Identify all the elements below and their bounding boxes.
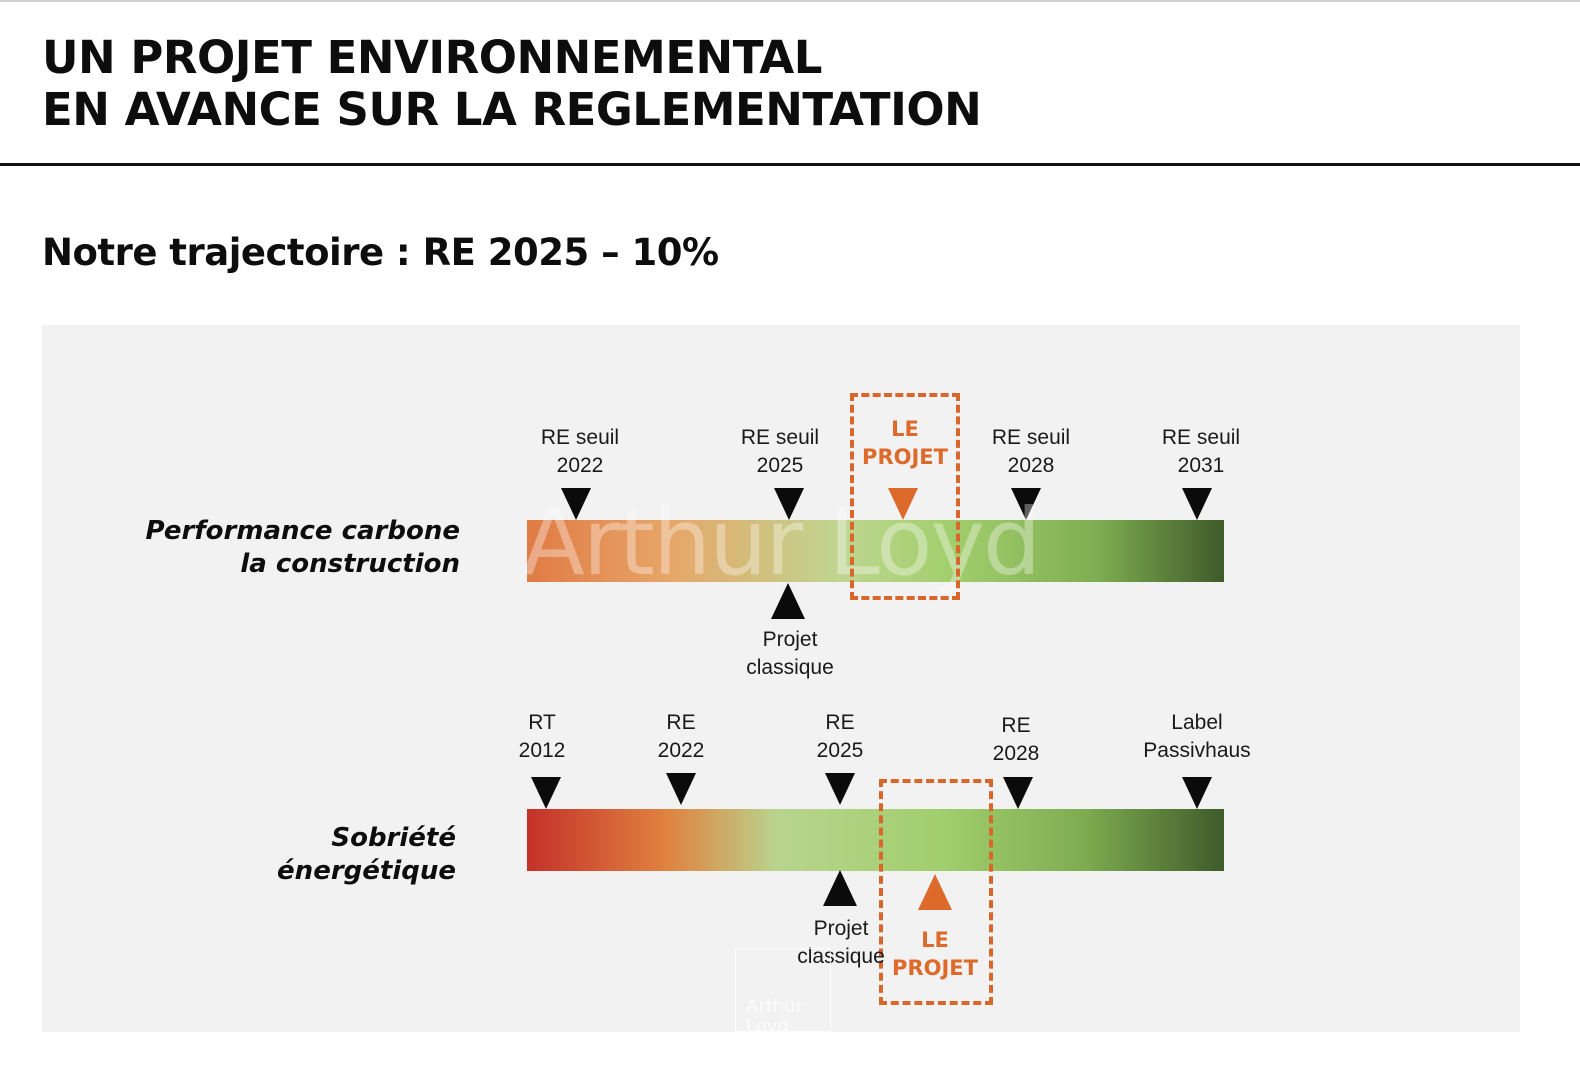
marker-label-line-1: RE seuil	[1161, 426, 1241, 449]
arthur-loyd-watermark: Arthur Loyd	[522, 489, 1041, 596]
carbon-arrow-2025-icon	[774, 488, 804, 520]
marker-label-line-1: RE	[1001, 714, 1031, 737]
energy-arrow-rt-2012-icon	[531, 777, 561, 809]
carbon-arrow-2031-icon	[1182, 488, 1212, 520]
projet-label-line-1: LE	[891, 417, 919, 441]
energy-marker-rt-2012: RT 2012	[462, 709, 622, 765]
marker-label-line-1: RE	[825, 711, 855, 734]
energy-marker-re-2025: RE 2025	[760, 709, 920, 765]
carbon-le-projet-arrow-icon	[888, 488, 918, 520]
carbon-row-label: Performance carbone la construction	[60, 515, 460, 581]
marker-label-line-2: 2031	[1177, 454, 1225, 477]
energy-arrow-re-2028-icon	[1003, 777, 1033, 809]
projet-label-line-2: PROJET	[862, 445, 948, 469]
marker-label-line-2: Passivhaus	[1143, 739, 1251, 762]
carbon-arrow-2022-icon	[561, 488, 591, 520]
carbon-marker-re-seuil-2025: RE seuil 2025	[700, 424, 860, 480]
carbon-marker-re-seuil-2022: RE seuil 2022	[500, 424, 660, 480]
top-border	[0, 0, 1580, 2]
energy-projet-classique-arrow-icon	[823, 870, 857, 906]
energy-le-projet-arrow-icon	[918, 874, 952, 910]
arthur-loyd-logo-watermark: Arthur Loyd	[735, 948, 831, 1037]
title-line-2: EN AVANCE SUR LA REGLEMENTATION	[42, 83, 982, 136]
energy-arrow-re-2022-icon	[666, 773, 696, 805]
carbon-marker-re-seuil-2028: RE seuil 2028	[951, 424, 1111, 480]
marker-label-line-2: 2025	[756, 454, 804, 477]
marker-label-line-2: 2025	[816, 739, 864, 762]
carbon-projet-classique-label: Projet classique	[710, 626, 870, 682]
marker-label-line-1: RE seuil	[540, 426, 620, 449]
marker-label-line-1: RE seuil	[740, 426, 820, 449]
marker-label-line-2: classique	[746, 656, 834, 679]
carbon-le-projet-frame	[850, 393, 960, 600]
energy-marker-label-passivhaus: Label Passivhaus	[1117, 709, 1277, 765]
marker-label-line-1: Label	[1171, 711, 1223, 734]
carbon-le-projet-label: LE PROJET	[840, 415, 970, 471]
page-title: UN PROJET ENVIRONNEMENTAL EN AVANCE SUR …	[42, 31, 982, 136]
carbon-performance-gradient-bar	[527, 520, 1224, 582]
carbon-projet-classique-arrow-icon	[771, 583, 805, 619]
energy-arrow-passivhaus-icon	[1182, 777, 1212, 809]
energy-projet-classique-label: Projet classique	[761, 915, 921, 971]
marker-label-line-1: RE	[666, 711, 696, 734]
energy-marker-re-2022: RE 2022	[601, 709, 761, 765]
energy-marker-re-2028: RE 2028	[936, 712, 1096, 768]
marker-label-line-1: Projet	[813, 917, 869, 940]
energy-le-projet-label: LE PROJET	[870, 926, 1000, 982]
projet-label-line-1: LE	[921, 928, 949, 952]
marker-label-line-2: 2012	[518, 739, 566, 762]
title-line-1: UN PROJET ENVIRONNEMENTAL	[42, 31, 822, 84]
carbon-label-line-1: Performance carbone	[145, 516, 460, 546]
trajectory-subtitle: Notre trajectoire : RE 2025 – 10%	[42, 231, 719, 274]
marker-label-line-1: Projet	[762, 628, 818, 651]
marker-label-line-2: classique	[797, 945, 885, 968]
energy-row-label: Sobriété énergétique	[56, 822, 456, 888]
projet-label-line-2: PROJET	[892, 956, 978, 980]
marker-label-line-2: 2028	[1007, 454, 1055, 477]
carbon-arrow-2028-icon	[1011, 488, 1041, 520]
energy-le-projet-frame	[879, 779, 993, 1005]
marker-label-line-2: 2022	[556, 454, 604, 477]
marker-label-line-2: 2028	[992, 742, 1040, 765]
energy-sobriety-gradient-bar	[527, 809, 1224, 871]
energy-label-line-1: Sobriété	[331, 823, 456, 853]
title-divider	[0, 163, 1580, 166]
carbon-label-line-2: la construction	[240, 549, 460, 579]
energy-arrow-re-2025-icon	[825, 773, 855, 805]
marker-label-line-2: 2022	[657, 739, 705, 762]
marker-label-line-1: RE seuil	[991, 426, 1071, 449]
logo-watermark-line-1: Arthur	[746, 996, 803, 1017]
energy-label-line-2: énergétique	[277, 856, 456, 886]
diagram-panel	[42, 325, 1520, 1032]
marker-label-line-1: RT	[528, 711, 556, 734]
logo-watermark-line-2: Loyd	[746, 1016, 789, 1037]
carbon-marker-re-seuil-2031: RE seuil 2031	[1121, 424, 1281, 480]
